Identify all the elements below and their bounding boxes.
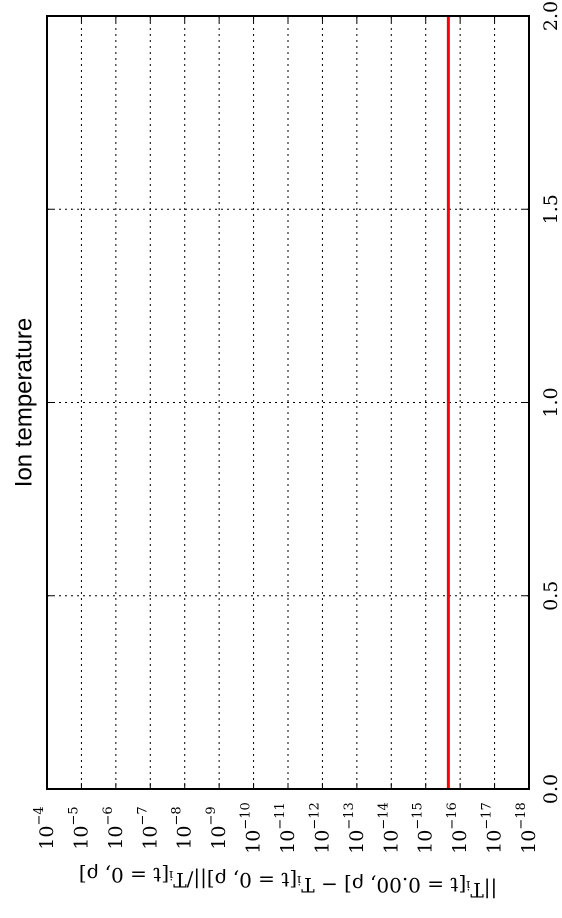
y-tick-label-text: 10−11 [273,802,300,854]
y-tick-label: 10−15 [410,802,437,854]
y-tick-label: 10−7 [135,806,162,849]
y-tick-label-text: 10−6 [100,806,127,849]
y-tick-label: 10−8 [169,806,196,849]
y-axis-label: ||Ti[t = 0.00, ρ] − Ti[t = 0, ρ]||/Ti[t … [79,863,497,902]
plot-frame [46,15,530,790]
y-tick-label: 10−6 [100,806,127,849]
y-tick-label: 10−4 [32,806,59,849]
y-tick-label-text: 10−10 [238,802,264,854]
y-tick-label-text: 10−14 [376,802,403,854]
y-tick-label: 10−5 [66,806,93,849]
y-tick-label: 10−13 [341,802,368,854]
x-tick-label: 1.0 [540,387,562,417]
grid-lines [47,16,529,789]
y-tick-label-text: 10−4 [32,806,59,849]
y-tick-label: 10−12 [307,802,334,854]
y-tick-label-text: 10−16 [445,802,472,854]
y-tick-label: 10−16 [445,802,472,854]
y-tick-label-text: 10−15 [410,802,437,854]
chart-title: Ion temperature [11,318,38,487]
x-tick-label: 0.0 [540,774,562,804]
y-tick-label: 10−11 [273,802,300,854]
y-tick-label-text: 10−9 [204,806,231,849]
y-tick-label-text: 10−5 [66,806,93,849]
y-tick-label-text: 10−18 [514,802,541,854]
x-tick-label: 0.5 [540,581,562,611]
y-tick-label-text: 10−8 [169,806,196,849]
x-tick-label: 2.0 [540,1,562,31]
y-tick-label: 10−17 [479,802,506,854]
y-tick-label-text: 10−12 [307,802,334,854]
y-tick-label: 10−9 [204,806,231,849]
y-tick-label-text: 10−17 [479,802,506,854]
y-tick-label: 10−10 [238,802,264,854]
y-tick-label-text: 10−7 [135,806,162,849]
y-tick-label-text: 10−13 [341,802,368,854]
y-tick-label: 10−18 [514,802,541,854]
y-tick-label: 10−14 [376,802,403,854]
x-tick-label: 1.5 [540,194,562,224]
